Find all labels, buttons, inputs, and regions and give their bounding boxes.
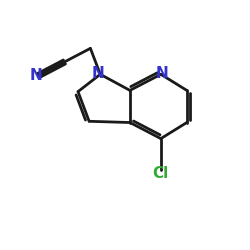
Text: Cl: Cl — [153, 166, 169, 181]
Text: N: N — [92, 66, 105, 80]
Text: N: N — [30, 68, 42, 83]
Text: N: N — [156, 66, 168, 80]
